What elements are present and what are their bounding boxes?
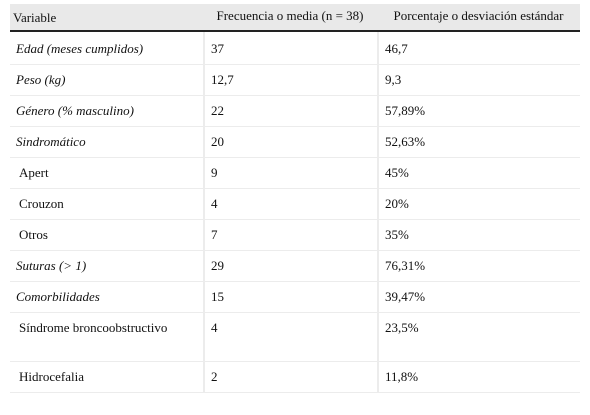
- cell-percentage: 23,5%: [377, 313, 580, 362]
- cell-value: 7: [203, 220, 377, 251]
- table-row: Edad (meses cumplidos) 37 46,7: [10, 32, 580, 65]
- header-frequency: Frecuencia o media (n = 38): [203, 4, 377, 32]
- cell-variable: Apert: [10, 158, 203, 189]
- cell-percentage: 76,31%: [377, 251, 580, 282]
- cell-variable: Otros: [10, 220, 203, 251]
- cell-variable: Síndrome broncoobstructivo: [10, 313, 203, 362]
- cell-variable: Género (% masculino): [10, 96, 203, 127]
- cell-percentage: 35%: [377, 220, 580, 251]
- table-row: Crouzon 4 20%: [10, 189, 580, 220]
- table-row: Hidrocefalia 2 11,8%: [10, 362, 580, 393]
- header-percentage: Porcentaje o desviación estándar: [377, 4, 580, 32]
- cell-variable: Sindromático: [10, 127, 203, 158]
- header-row: Variable Frecuencia o media (n = 38) Por…: [10, 4, 580, 32]
- data-table: Variable Frecuencia o media (n = 38) Por…: [10, 4, 580, 393]
- cell-variable: Crouzon: [10, 189, 203, 220]
- cell-variable: Hidrocefalia: [10, 362, 203, 393]
- table-row: Apert 9 45%: [10, 158, 580, 189]
- header-variable: Variable: [10, 4, 203, 32]
- cell-percentage: 45%: [377, 158, 580, 189]
- cell-value: 22: [203, 96, 377, 127]
- table-row: Peso (kg) 12,7 9,3: [10, 65, 580, 96]
- table-row: Síndrome broncoobstructivo 4 23,5%: [10, 313, 580, 362]
- cell-value: 15: [203, 282, 377, 313]
- table-row: Sindromático 20 52,63%: [10, 127, 580, 158]
- cell-variable: Comorbilidades: [10, 282, 203, 313]
- table-row: Comorbilidades 15 39,47%: [10, 282, 580, 313]
- cell-value: 20: [203, 127, 377, 158]
- cell-value: 37: [203, 32, 377, 65]
- cell-value: 2: [203, 362, 377, 393]
- cell-variable: Edad (meses cumplidos): [10, 32, 203, 65]
- table-row: Otros 7 35%: [10, 220, 580, 251]
- cell-percentage: 11,8%: [377, 362, 580, 393]
- cell-value: 29: [203, 251, 377, 282]
- cell-variable: Peso (kg): [10, 65, 203, 96]
- cell-value: 9: [203, 158, 377, 189]
- cell-percentage: 46,7: [377, 32, 580, 65]
- cell-percentage: 20%: [377, 189, 580, 220]
- table-row: Suturas (> 1) 29 76,31%: [10, 251, 580, 282]
- cell-value: 4: [203, 189, 377, 220]
- cell-percentage: 57,89%: [377, 96, 580, 127]
- cell-value: 4: [203, 313, 377, 362]
- cell-variable: Suturas (> 1): [10, 251, 203, 282]
- cell-value: 12,7: [203, 65, 377, 96]
- cell-percentage: 39,47%: [377, 282, 580, 313]
- cell-percentage: 52,63%: [377, 127, 580, 158]
- cell-percentage: 9,3: [377, 65, 580, 96]
- table-row: Género (% masculino) 22 57,89%: [10, 96, 580, 127]
